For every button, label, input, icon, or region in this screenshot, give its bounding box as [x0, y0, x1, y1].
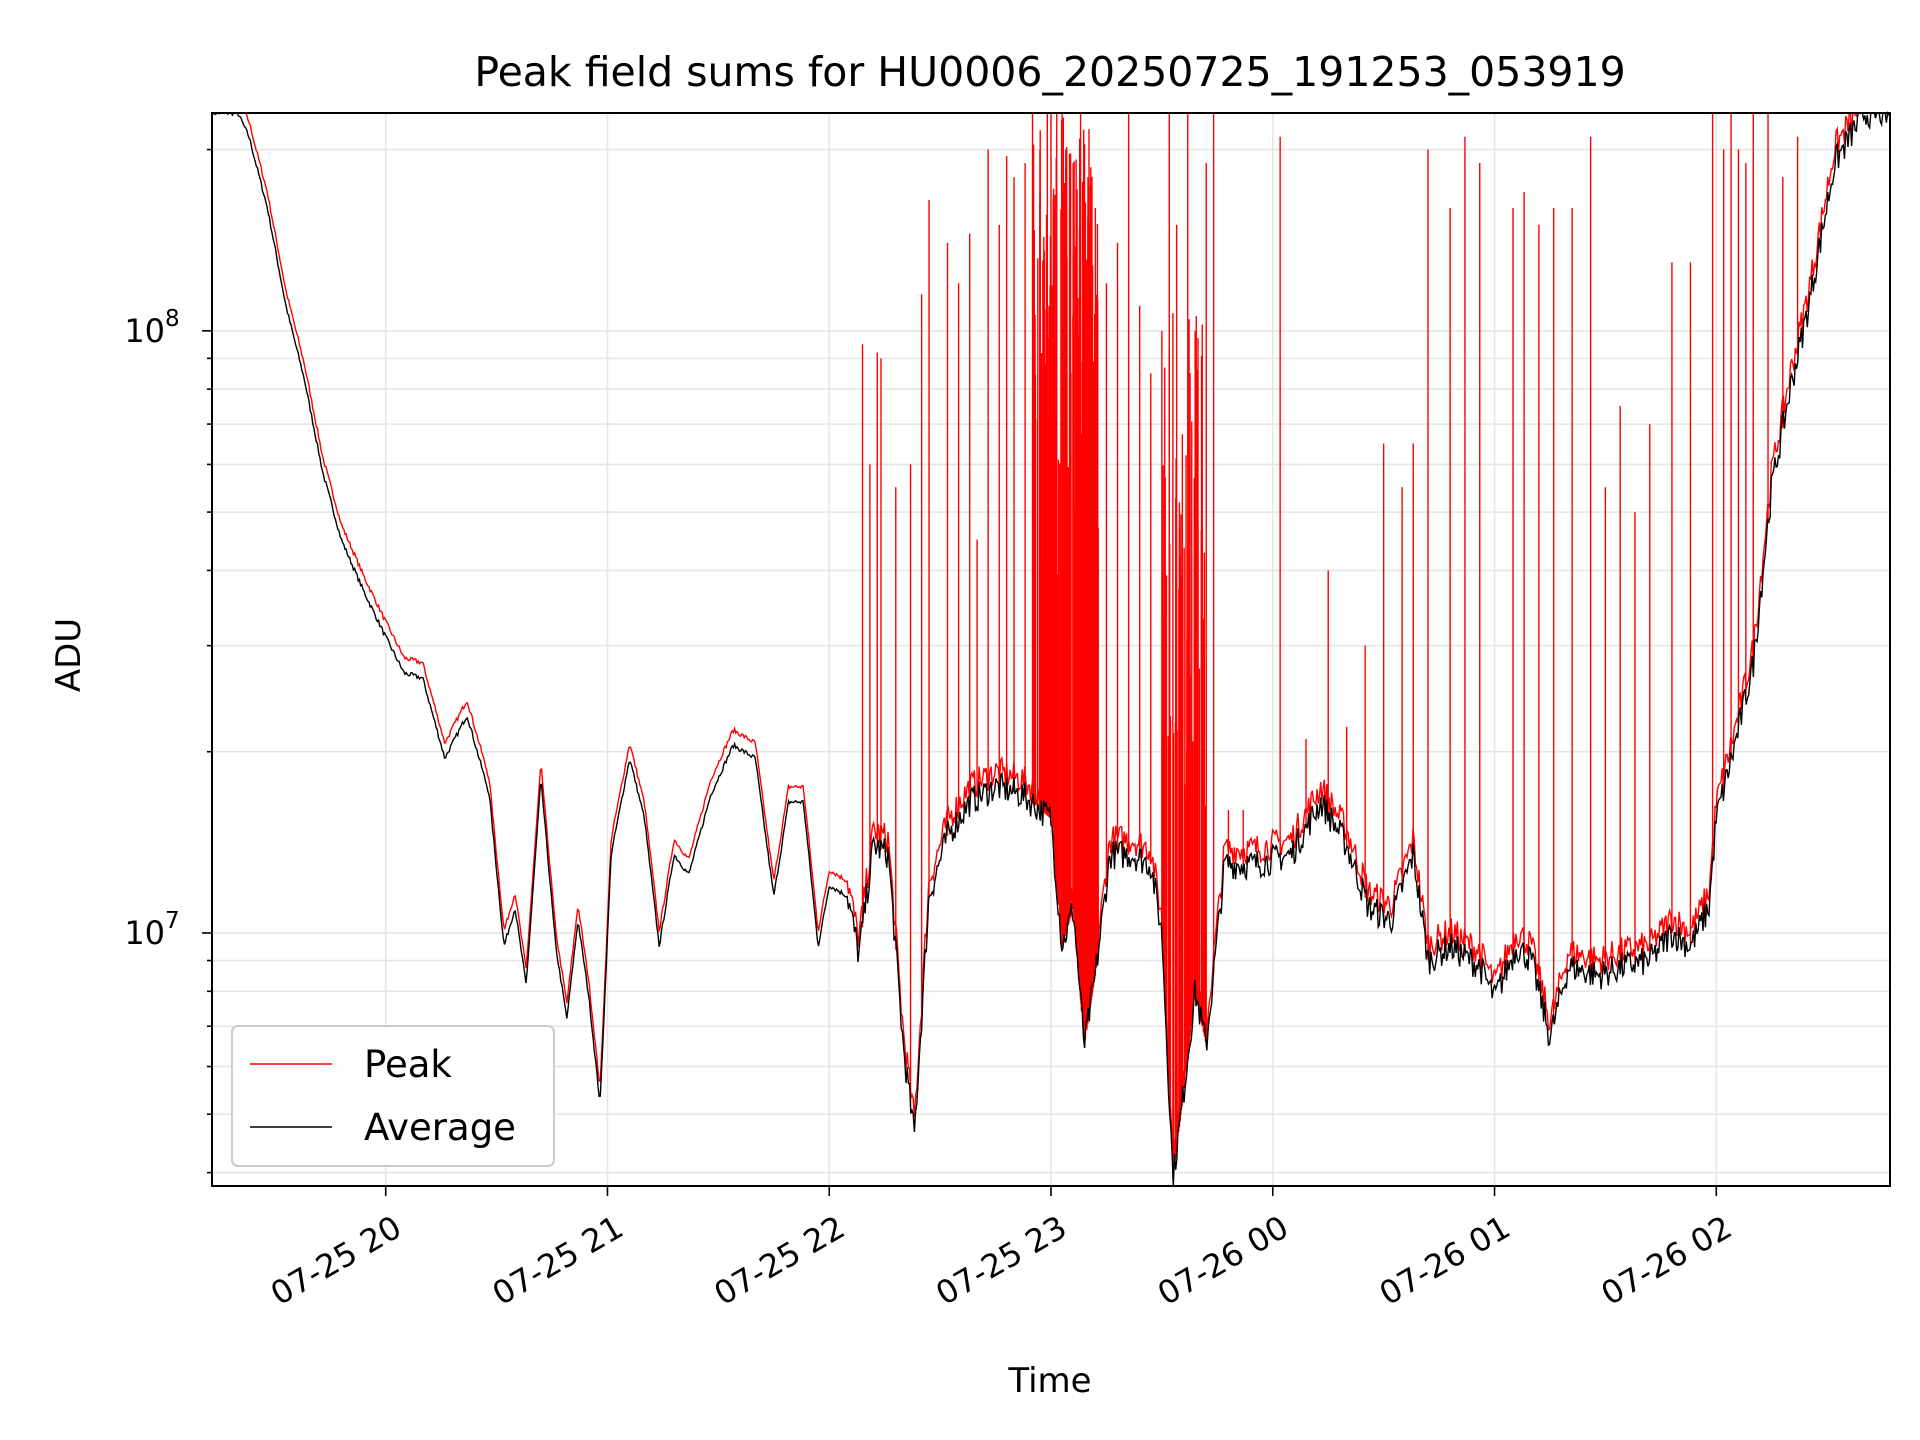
x-axis-title: Time: [1007, 1361, 1091, 1401]
legend-box: [231, 1025, 555, 1167]
legend-label-peak: Peak: [364, 1043, 452, 1086]
y-axis-title: ADU: [49, 618, 89, 692]
y-tick-label-1: 108: [124, 306, 179, 350]
y-tick-base: 10: [124, 312, 165, 350]
y-tick-label-0: 107: [124, 908, 179, 952]
chart-title: Peak field sums for HU0006_20250725_1912…: [474, 48, 1625, 96]
x-tick-label-3: 07-25 23: [929, 1208, 1073, 1313]
x-tick-label-6: 07-26 02: [1595, 1208, 1739, 1313]
x-tick-label-0: 07-25 20: [264, 1208, 408, 1313]
x-tick-label-1: 07-25 21: [486, 1208, 630, 1313]
x-tick-label-4: 07-26 00: [1151, 1208, 1295, 1313]
x-tick-label-5: 07-26 01: [1373, 1208, 1517, 1313]
y-tick-exponent: 7: [165, 908, 180, 934]
legend-label-average: Average: [364, 1106, 516, 1149]
plot-area: [211, 111, 1891, 1187]
x-tick-label-2: 07-25 22: [708, 1208, 852, 1313]
series-average-line: [211, 111, 1891, 1187]
y-tick-base: 10: [124, 914, 165, 952]
y-tick-exponent: 8: [165, 306, 180, 332]
legend: Peak Average: [231, 1025, 555, 1167]
